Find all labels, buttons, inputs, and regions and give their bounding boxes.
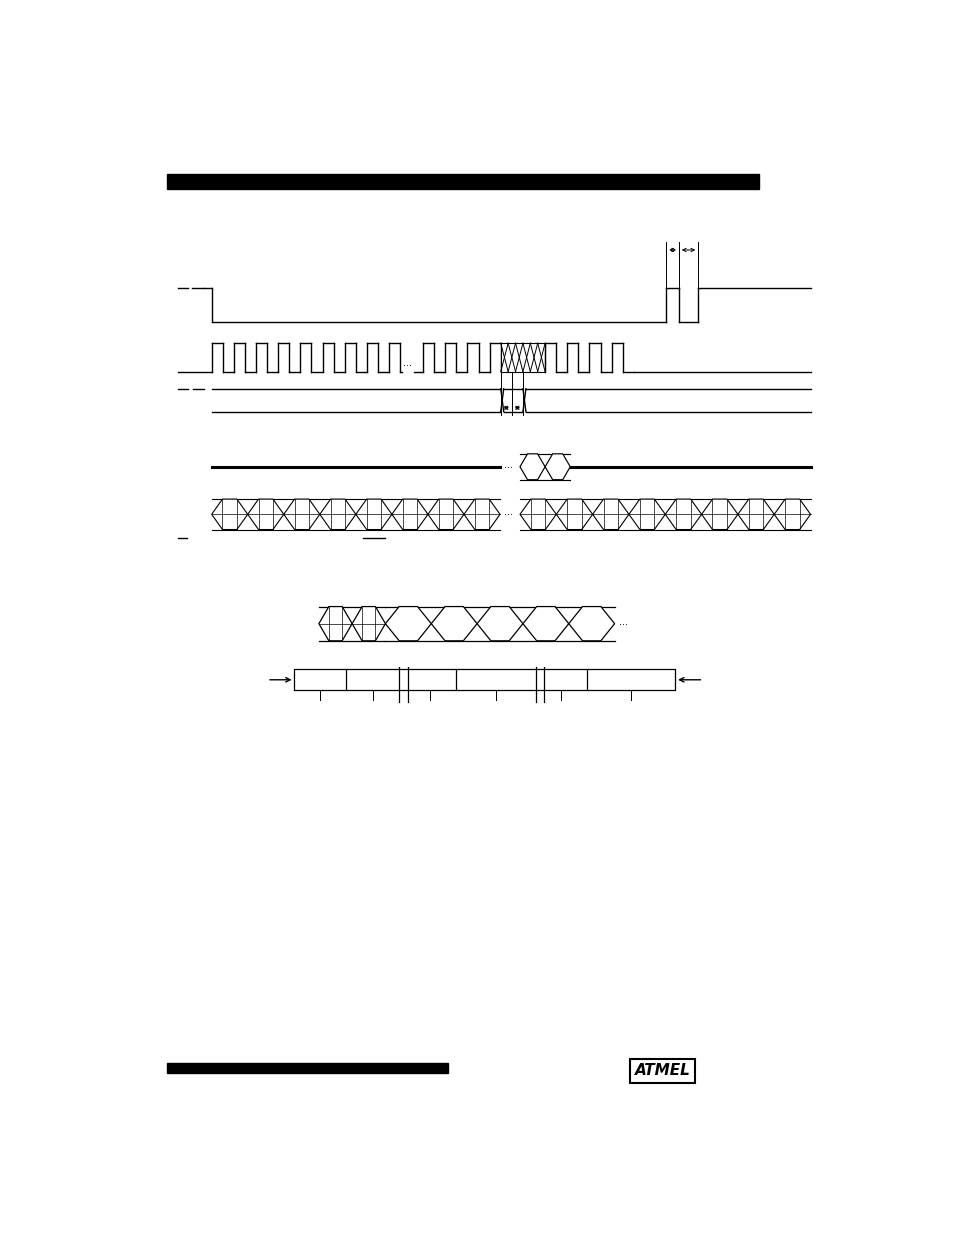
Polygon shape: [463, 499, 499, 530]
Bar: [167, 174, 758, 189]
Polygon shape: [385, 606, 431, 641]
Polygon shape: [428, 499, 463, 530]
Polygon shape: [592, 499, 628, 530]
Text: ATMEL: ATMEL: [634, 1063, 690, 1078]
Polygon shape: [476, 606, 522, 641]
Text: ···: ···: [618, 620, 627, 631]
Polygon shape: [519, 453, 544, 479]
Polygon shape: [248, 499, 283, 530]
Polygon shape: [352, 606, 385, 641]
Text: ···: ···: [503, 510, 512, 520]
Text: ···: ···: [403, 361, 412, 370]
Polygon shape: [355, 499, 392, 530]
Bar: [167, 1063, 448, 1072]
Polygon shape: [544, 453, 570, 479]
Polygon shape: [664, 499, 700, 530]
Polygon shape: [628, 499, 664, 530]
Polygon shape: [700, 499, 737, 530]
Polygon shape: [774, 499, 810, 530]
Polygon shape: [431, 606, 476, 641]
Polygon shape: [556, 499, 592, 530]
Polygon shape: [212, 499, 248, 530]
Polygon shape: [319, 499, 355, 530]
Polygon shape: [737, 499, 774, 530]
Polygon shape: [500, 343, 544, 372]
Polygon shape: [392, 499, 428, 530]
Polygon shape: [522, 606, 568, 641]
Polygon shape: [318, 606, 352, 641]
Polygon shape: [519, 499, 556, 530]
Text: ···: ···: [503, 463, 512, 473]
Polygon shape: [568, 606, 614, 641]
Polygon shape: [283, 499, 319, 530]
